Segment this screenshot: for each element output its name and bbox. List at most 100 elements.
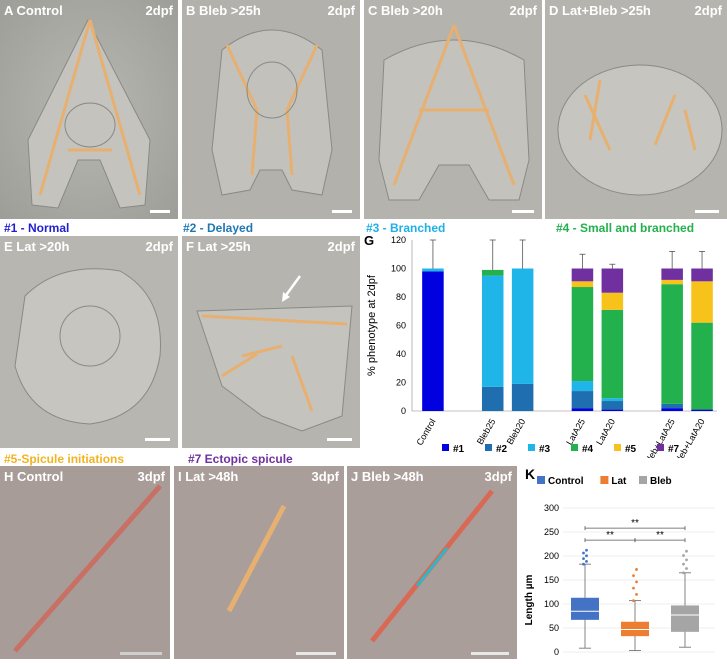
legend-swatch bbox=[657, 444, 664, 451]
scale-bar bbox=[296, 652, 336, 655]
legend-label: Control bbox=[548, 476, 584, 487]
panel-e: E Lat >20h 2dpf bbox=[0, 236, 178, 448]
outlier-point bbox=[682, 562, 685, 566]
bar-segment bbox=[601, 401, 624, 410]
panel-a: A Control 2dpf bbox=[0, 0, 178, 219]
y-tick-label: 40 bbox=[396, 349, 406, 359]
legend-swatch bbox=[485, 444, 492, 451]
bar-segment bbox=[481, 269, 504, 276]
panel-f-label: F Lat >25h bbox=[186, 239, 251, 254]
legend-label: #1 bbox=[453, 444, 465, 455]
legend-swatch bbox=[639, 476, 647, 484]
panel-f-day: 2dpf bbox=[327, 239, 355, 254]
outlier-point bbox=[632, 586, 635, 590]
scale-bar bbox=[145, 438, 170, 441]
category-label: LatA20 bbox=[594, 417, 617, 447]
legend-swatch bbox=[537, 476, 545, 484]
y-tick-label: 80 bbox=[396, 292, 406, 302]
category-label: Bleb20 bbox=[505, 417, 528, 446]
legend-label: #5 bbox=[625, 444, 637, 455]
panel-i-day: 3dpf bbox=[311, 469, 339, 484]
micrograph-b bbox=[182, 0, 360, 219]
bar-segment bbox=[481, 386, 504, 411]
bar-segment bbox=[511, 383, 534, 411]
legend-swatch bbox=[442, 444, 449, 451]
bar-segment bbox=[571, 268, 594, 282]
bar-segment bbox=[691, 281, 713, 323]
bar-segment bbox=[691, 268, 713, 282]
bar-segment bbox=[661, 279, 683, 285]
chart-g: G 0 20 40 60 80 100 120 % phenotype at 2dpf Contr… bbox=[362, 232, 727, 467]
chart-k-svg: K Control Lat Bleb 0 50 100 150 200 250 300 Length … bbox=[519, 464, 727, 659]
legend-label: #7 bbox=[668, 444, 680, 455]
legend-swatch bbox=[614, 444, 621, 451]
outlier-point bbox=[635, 568, 638, 571]
category-label: Bleb25 bbox=[475, 417, 498, 446]
outlier-point bbox=[682, 571, 685, 575]
chart-g-letter: G bbox=[364, 233, 374, 248]
bar-segment bbox=[571, 408, 594, 411]
panel-d-day: 2dpf bbox=[694, 3, 722, 18]
y-tick-label: 200 bbox=[544, 551, 559, 561]
scale-bar bbox=[332, 210, 352, 213]
y-tick-label: 100 bbox=[544, 599, 559, 609]
y-tick-label: 50 bbox=[549, 623, 559, 633]
y-tick-label: 0 bbox=[554, 647, 559, 657]
outlier-point bbox=[635, 580, 638, 584]
bar-segment bbox=[571, 391, 594, 409]
outlier-point bbox=[685, 567, 688, 570]
bar-segment bbox=[691, 322, 713, 410]
panel-h-day: 3dpf bbox=[137, 469, 165, 484]
legend-swatch bbox=[571, 444, 578, 451]
panel-a-label: A Control bbox=[4, 3, 63, 18]
bar-segment bbox=[601, 409, 624, 411]
bar-segment bbox=[571, 381, 594, 392]
scale-bar bbox=[120, 652, 162, 655]
scale-bar bbox=[512, 210, 534, 213]
bar-segment bbox=[511, 268, 534, 384]
phenotype-7-label: #7 Ectopic spicule bbox=[188, 452, 293, 466]
legend-label: Bleb bbox=[650, 476, 672, 487]
y-tick-label: 20 bbox=[396, 378, 406, 388]
panel-h: H Control 3dpf bbox=[0, 466, 170, 659]
phenotype-5-label: #5-Spicule initiations bbox=[4, 452, 125, 466]
panel-i: I Lat >48h 3dpf bbox=[174, 466, 344, 659]
panel-i-label: I Lat >48h bbox=[178, 469, 239, 484]
outlier-point bbox=[585, 548, 588, 552]
outlier-point bbox=[582, 562, 585, 566]
panel-b-label: B Bleb >25h bbox=[186, 3, 261, 18]
legend-label: Lat bbox=[611, 476, 627, 487]
panel-d: D Lat+Bleb >25h 2dpf bbox=[545, 0, 727, 219]
panel-c: C Bleb >20h 2dpf bbox=[364, 0, 542, 219]
outlier-point bbox=[682, 554, 685, 557]
legend-label: #4 bbox=[582, 444, 594, 455]
bar-segment bbox=[661, 268, 683, 280]
micrograph-c bbox=[364, 0, 542, 219]
bar-segment bbox=[422, 271, 444, 411]
bar-segment bbox=[571, 281, 594, 288]
y-tick-label: 120 bbox=[391, 235, 406, 245]
y-axis-label: Length µm bbox=[524, 575, 535, 626]
outlier-point bbox=[585, 559, 588, 563]
y-tick-label: 60 bbox=[396, 321, 406, 331]
panel-e-label: E Lat >20h bbox=[4, 239, 70, 254]
outlier-point bbox=[632, 599, 635, 603]
micrograph-e bbox=[0, 236, 178, 448]
bar-segment bbox=[571, 287, 594, 382]
significance-label: ** bbox=[606, 530, 614, 541]
bar-segment bbox=[601, 268, 624, 293]
outlier-point bbox=[632, 574, 635, 578]
bar-segment bbox=[601, 309, 624, 399]
micrograph-i bbox=[174, 466, 344, 659]
panel-d-label: D Lat+Bleb >25h bbox=[549, 3, 651, 18]
scale-bar bbox=[150, 210, 170, 213]
bar-segment bbox=[481, 275, 504, 387]
legend-swatch bbox=[600, 476, 609, 484]
y-tick-label: 100 bbox=[391, 264, 406, 274]
panel-f: F Lat >25h 2dpf bbox=[182, 236, 360, 448]
phenotype-1-label: #1 - Normal bbox=[4, 221, 70, 235]
bar-segment bbox=[422, 268, 444, 272]
category-label: LatA25 bbox=[564, 417, 587, 447]
panel-c-day: 2dpf bbox=[509, 3, 537, 18]
y-axis-label: % phenotype at 2dpf bbox=[366, 274, 378, 376]
